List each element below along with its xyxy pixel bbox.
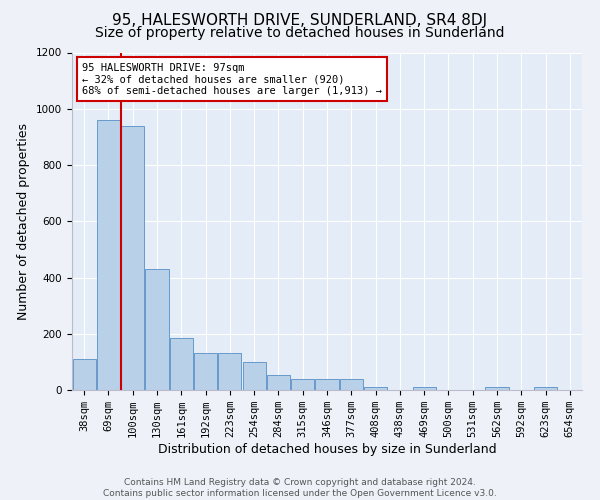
Bar [97, 120, 120, 390]
Bar [218, 354, 241, 390]
Bar [340, 379, 363, 390]
Bar [413, 387, 436, 390]
Bar [267, 374, 290, 390]
Text: 95, HALESWORTH DRIVE, SUNDERLAND, SR4 8DJ: 95, HALESWORTH DRIVE, SUNDERLAND, SR4 8D… [112, 12, 488, 28]
Text: 95 HALESWORTH DRIVE: 97sqm
← 32% of detached houses are smaller (920)
68% of sem: 95 HALESWORTH DRIVE: 97sqm ← 32% of deta… [82, 62, 382, 96]
Bar [316, 379, 338, 390]
Y-axis label: Number of detached properties: Number of detached properties [17, 122, 31, 320]
X-axis label: Distribution of detached houses by size in Sunderland: Distribution of detached houses by size … [158, 443, 496, 456]
Bar [170, 338, 193, 390]
Bar [534, 387, 557, 390]
Text: Contains HM Land Registry data © Crown copyright and database right 2024.
Contai: Contains HM Land Registry data © Crown c… [103, 478, 497, 498]
Bar [145, 269, 169, 390]
Text: Size of property relative to detached houses in Sunderland: Size of property relative to detached ho… [95, 26, 505, 40]
Bar [194, 354, 217, 390]
Bar [364, 387, 387, 390]
Bar [121, 126, 144, 390]
Bar [291, 379, 314, 390]
Bar [73, 359, 95, 390]
Bar [485, 387, 509, 390]
Bar [242, 362, 266, 390]
